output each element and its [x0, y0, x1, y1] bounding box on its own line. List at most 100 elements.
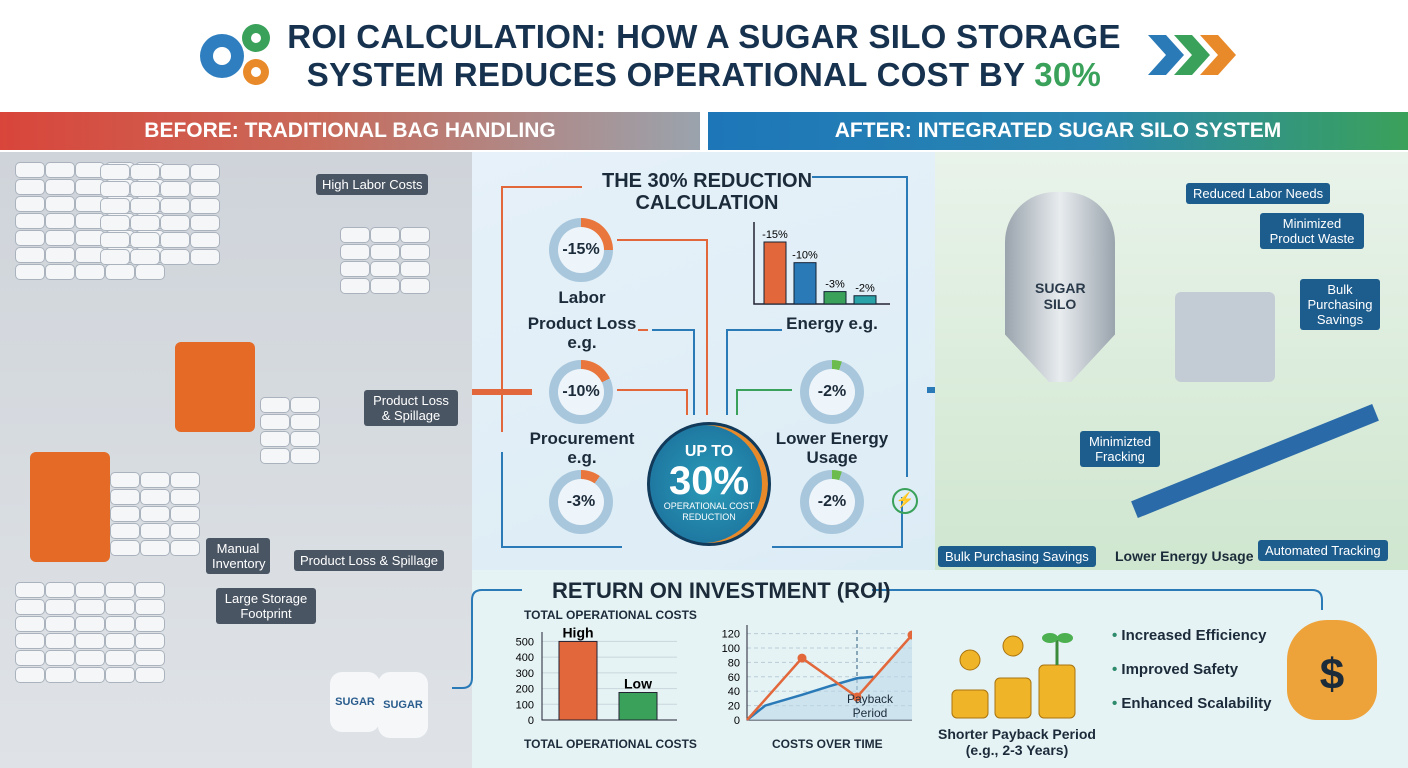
- forklift-icon: [175, 342, 255, 432]
- sugar-bag: [75, 667, 105, 683]
- sugar-bag: [45, 599, 75, 615]
- donut-procurement: -3%: [549, 470, 613, 534]
- y-tick: 300: [516, 668, 534, 680]
- sugar-bag: [140, 523, 170, 539]
- roi-connector: [452, 589, 1323, 689]
- sugar-bag: [135, 582, 165, 598]
- sugar-bag: [140, 540, 170, 556]
- label-product-loss-2: Product Loss & Spillage: [294, 550, 445, 571]
- bullet-efficiency: Increased Efficiency: [1112, 627, 1266, 644]
- silo-illustration: [1005, 192, 1115, 382]
- bar-low: [618, 692, 658, 721]
- sugar-bag: [130, 198, 160, 214]
- sugar-bag: [190, 181, 220, 197]
- series-cost-line: [746, 634, 912, 721]
- mini-bar-label: -15%: [762, 229, 788, 241]
- line-chart-caption: COSTS OVER TIME: [772, 737, 883, 751]
- data-point: [907, 630, 912, 640]
- bar-chart-caption: TOTAL OPERATIONAL COSTS: [524, 737, 697, 751]
- sugar-bag: [105, 616, 135, 632]
- sugar-bag: [130, 181, 160, 197]
- label-bulk-purchasing-1: Bulk Purchasing Savings: [1300, 279, 1380, 330]
- coins-caption: Shorter Payback Period (e.g., 2-3 Years): [927, 726, 1107, 758]
- sugar-bag: [15, 582, 45, 598]
- center-top: UP TO: [684, 443, 734, 460]
- donut-product-loss-value: -10%: [558, 369, 604, 415]
- y-tick: 80: [728, 657, 740, 669]
- label-minimized-fracking: Minimizted Fracking: [1080, 431, 1160, 467]
- label-lower-energy: Lower Energy Usage: [775, 429, 889, 467]
- sugar-bag: [130, 249, 160, 265]
- sugar-bag: [135, 264, 165, 280]
- sugar-bag: [45, 264, 75, 280]
- title-highlight: 30%: [1034, 56, 1102, 93]
- conveyor: [1131, 403, 1379, 519]
- payback-sub: (e.g., 2-3 Years): [965, 742, 1069, 758]
- before-banner: BEFORE: TRADITIONAL BAG HANDLING: [0, 112, 700, 150]
- sugar-bag: [110, 540, 140, 556]
- sugar-bag: [45, 179, 75, 195]
- sugar-bag: [45, 230, 75, 246]
- label-manual-inventory: Manual Inventory: [206, 538, 270, 574]
- sugar-bag: [100, 198, 130, 214]
- mini-bar-label: -10%: [792, 250, 818, 262]
- sugar-bag: [160, 232, 190, 248]
- sugar-bag: [135, 667, 165, 683]
- sugar-bag: [170, 506, 200, 522]
- money-bag-icon: $: [1287, 620, 1377, 720]
- sugar-bag: [190, 215, 220, 231]
- sugar-bag: [370, 278, 400, 294]
- sugar-bag: [370, 261, 400, 277]
- sugar-bag: [75, 616, 105, 632]
- sugar-bag: [400, 227, 430, 243]
- sugar-bag: [340, 244, 370, 260]
- sugar-bag: [135, 650, 165, 666]
- after-banner: AFTER: INTEGRATED SUGAR SILO SYSTEM: [708, 112, 1408, 150]
- sugar-bag: [15, 196, 45, 212]
- label-procurement: Procurement e.g.: [529, 429, 635, 467]
- sugar-bag: [290, 448, 320, 464]
- mini-bar-label: -3%: [825, 279, 845, 291]
- page-title: ROI CALCULATION: HOW A SUGAR SILO STORAG…: [0, 18, 1408, 94]
- sugar-bag: [45, 582, 75, 598]
- sugar-bag: [45, 633, 75, 649]
- y-tick: 0: [528, 715, 534, 727]
- donut-energy: -2%: [800, 360, 864, 424]
- label-reduced-labor: Reduced Labor Needs: [1186, 183, 1331, 204]
- before-panel: High Labor Costs Product Loss & Spillage…: [0, 152, 472, 768]
- sugar-bag: [190, 198, 220, 214]
- sugar-bag: [15, 667, 45, 683]
- sugar-bag: [140, 506, 170, 522]
- sugar-bag: [15, 650, 45, 666]
- sugar-bag: [170, 523, 200, 539]
- sugar-bag: [15, 633, 45, 649]
- flow-arrows: [472, 176, 935, 548]
- sugar-bag: [105, 264, 135, 280]
- sugar-bag: [260, 448, 290, 464]
- sugar-sack: SUGAR: [330, 672, 380, 732]
- sugar-bag: [140, 472, 170, 488]
- donut-labor-value: -15%: [558, 227, 604, 273]
- sugar-bag: [105, 599, 135, 615]
- y-tick: 100: [722, 643, 740, 655]
- donut-lower-energy-value: -2%: [809, 479, 855, 525]
- lightning-icon: ⚡: [892, 488, 918, 514]
- data-point: [797, 653, 807, 663]
- y-tick: 20: [728, 701, 740, 713]
- label-energy: Energy e.g.: [786, 314, 878, 333]
- sugar-bag: [260, 397, 290, 413]
- sugar-bag: [160, 198, 190, 214]
- label-minimized-waste: Minimized Product Waste: [1260, 213, 1364, 249]
- sugar-bag: [100, 215, 130, 231]
- sugar-bag: [15, 230, 45, 246]
- sugar-bag: [100, 232, 130, 248]
- label-product-loss-1: Product Loss & Spillage: [364, 390, 458, 426]
- title-line2-text: SYSTEM REDUCES OPERATIONAL COST BY: [306, 56, 1035, 93]
- sugar-bag: [400, 244, 430, 260]
- mini-bar-chart: -15% -10% -3% -2%: [753, 222, 890, 305]
- sugar-bag: [370, 244, 400, 260]
- label-bulk-purchasing-2: Bulk Purchasing Savings: [938, 546, 1096, 567]
- roi-title: RETURN ON INVESTMENT (ROI): [552, 578, 891, 603]
- label-labor: Labor: [558, 288, 606, 307]
- sugar-bag: [15, 616, 45, 632]
